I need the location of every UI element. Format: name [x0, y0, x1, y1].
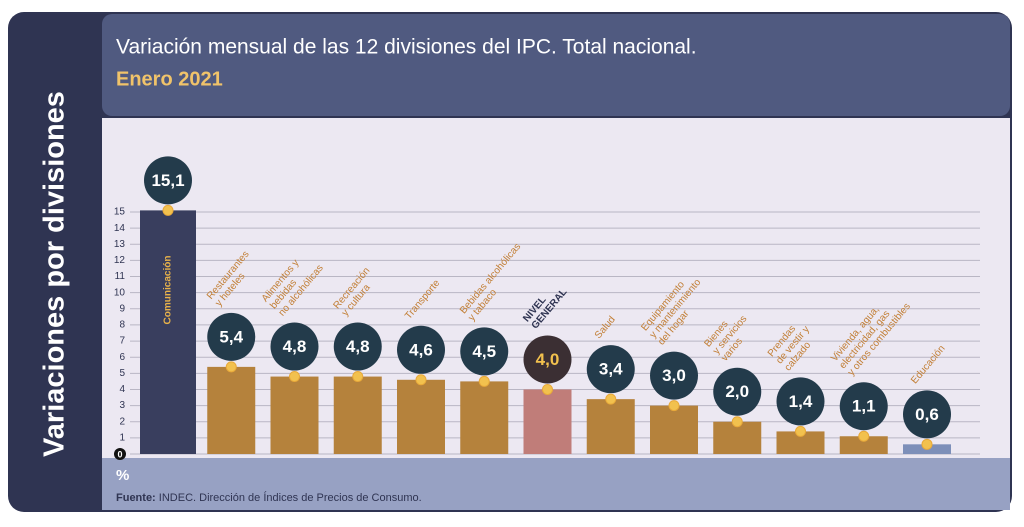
y-axis-label: %	[116, 467, 129, 484]
value-badge	[397, 325, 445, 374]
y-tick-label: 3	[119, 400, 125, 411]
y-tick-label: 9	[119, 303, 125, 314]
bar	[586, 399, 635, 454]
zero-marker	[114, 448, 126, 460]
value-label: 15,1	[151, 171, 184, 190]
bar-top-dot	[668, 400, 680, 412]
value-label: 1,1	[852, 397, 876, 416]
y-tick-label: 7	[119, 336, 125, 347]
value-badge	[839, 382, 888, 431]
y-tick-label: 2	[119, 416, 125, 427]
source: Fuente: INDEC. Dirección de Índices de P…	[116, 491, 422, 504]
value-badge	[333, 322, 382, 371]
y-tick-label: 4	[119, 384, 125, 395]
value-label: 4,5	[472, 342, 496, 361]
bar-top-dot	[289, 371, 300, 383]
value-label: 0,6	[915, 405, 939, 424]
side-label: Variaciones por divisiones	[39, 91, 71, 457]
y-tick-label: 1	[119, 433, 125, 444]
bar-top-dot	[352, 371, 364, 383]
y-tick-label: 0	[117, 449, 122, 459]
y-tick-label: 15	[114, 207, 126, 218]
bar-top-dot	[415, 374, 427, 386]
value-label: 1,4	[789, 392, 813, 411]
value-badge	[270, 322, 319, 371]
source-text: INDEC. Dirección de Índices de Precios d…	[159, 491, 422, 504]
bar-top-dot	[858, 430, 870, 442]
value-label: 5,4	[219, 327, 243, 346]
bar	[397, 379, 445, 454]
bar	[839, 436, 888, 454]
bar-top-dot	[921, 438, 933, 450]
bar-top-dot	[795, 425, 806, 437]
bar-top-dot	[478, 375, 490, 387]
value-badge	[523, 335, 572, 384]
value-badge	[207, 312, 256, 361]
bar	[523, 389, 572, 454]
value-badge	[586, 345, 635, 394]
y-tick-label: 11	[115, 271, 126, 282]
bar	[460, 381, 509, 454]
bar-top-dot	[731, 416, 743, 428]
value-label: 4,8	[283, 337, 307, 356]
chart-subtitle: Enero 2021	[116, 68, 223, 90]
value-badge	[650, 351, 698, 400]
y-tick-label: 13	[114, 239, 126, 250]
y-tick-label: 10	[114, 287, 126, 298]
y-tick-label: 12	[114, 255, 126, 266]
bar	[140, 210, 196, 454]
chart-title: Variación mensual de las 12 divisiones d…	[116, 36, 697, 59]
value-label: 3,0	[662, 366, 686, 385]
bar	[270, 376, 319, 454]
value-badge	[903, 390, 951, 439]
value-badge	[713, 367, 762, 416]
bar	[207, 366, 256, 454]
category-label: Comunicación	[163, 256, 174, 325]
bar	[333, 376, 382, 454]
y-tick-label: 5	[119, 368, 125, 379]
source-label: Fuente:	[116, 492, 156, 504]
value-badge	[144, 156, 192, 205]
bar-top-dot	[162, 204, 174, 216]
y-tick-label: 6	[119, 352, 125, 363]
footer-panel	[102, 458, 1010, 510]
value-label: 4,6	[409, 340, 433, 359]
title-panel	[102, 14, 1010, 116]
value-label: 2,0	[725, 382, 749, 401]
bar	[650, 405, 698, 454]
bar-top-dot	[225, 361, 237, 373]
value-badge	[776, 377, 825, 426]
y-tick-label: 14	[114, 223, 126, 234]
bar-top-dot	[542, 383, 553, 395]
value-badge	[460, 327, 509, 376]
value-label: 4,0	[536, 350, 560, 369]
bar-top-dot	[605, 393, 617, 405]
value-label: 4,8	[346, 337, 370, 356]
y-tick-label: 8	[119, 320, 125, 331]
value-label: 3,4	[599, 360, 623, 379]
bar	[776, 431, 825, 454]
